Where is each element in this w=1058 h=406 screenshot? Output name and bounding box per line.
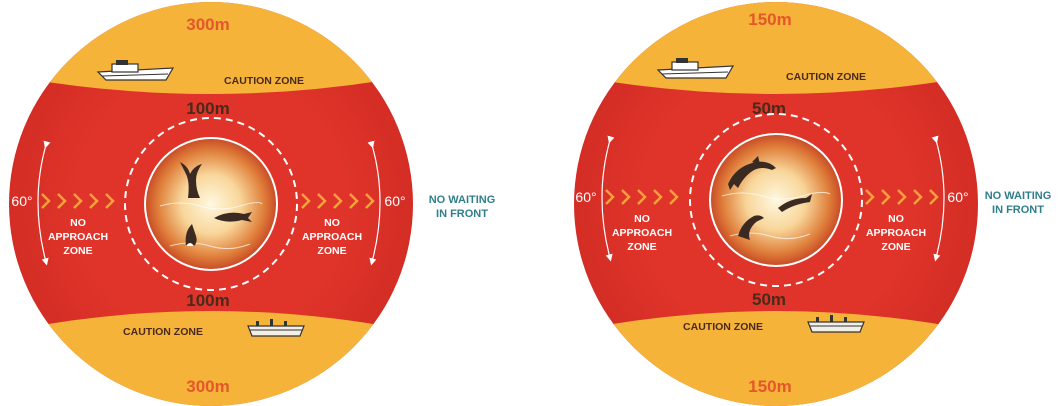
svg-text:NO: NO [634,213,650,225]
svg-text:APPROACH: APPROACH [866,227,926,239]
top-inner-distance: 50m [752,99,786,118]
svg-text:NO WAITING: NO WAITING [985,190,1052,202]
center-animal-zone [144,137,278,271]
caution-zone-bottom-label: CAUTION ZONE [123,326,203,338]
svg-text:APPROACH: APPROACH [302,231,362,243]
whale-tail-icon [180,162,202,198]
arrow-icon [367,140,381,266]
inner-dashed-ring [124,117,298,291]
no-approach-zone-left: NO APPROACH ZONE [48,217,108,257]
bottom-inner-distance: 50m [752,290,786,309]
svg-text:APPROACH: APPROACH [48,231,108,243]
right-angle-label: 60° [947,189,968,205]
svg-text:NO: NO [324,217,340,229]
dolphin-icon [738,215,764,240]
bottom-outer-distance: 300m [186,377,229,396]
top-outer-distance: 150m [748,10,791,29]
whale-icon [185,224,197,246]
boat-icon [96,60,175,81]
side-caption-right: NO WAITING IN FRONT [985,190,1052,216]
svg-text:ZONE: ZONE [881,241,910,253]
center-animal-zone [709,133,843,267]
caution-zone-top-label: CAUTION ZONE [786,71,866,83]
left-angle-label: 60° [11,193,32,209]
svg-text:ZONE: ZONE [317,245,346,257]
arrow-icon [931,135,945,262]
right-angle-label: 60° [384,193,405,209]
bottom-inner-distance: 100m [186,291,229,310]
left-angle-label: 60° [575,189,596,205]
top-outer-distance: 300m [186,15,229,34]
arrow-icon [37,140,51,266]
bottom-outer-distance: 150m [748,377,791,396]
boat-icon [656,58,735,79]
svg-text:IN FRONT: IN FRONT [992,204,1044,216]
ship-icon [247,319,305,337]
diagram-left: 300m 300m 100m 100m CAUTION ZONE CAUTION… [9,2,413,406]
svg-text:IN FRONT: IN FRONT [436,208,488,220]
svg-text:APPROACH: APPROACH [612,227,672,239]
svg-text:NO: NO [70,217,86,229]
chevron-icon [865,189,939,205]
svg-text:ZONE: ZONE [627,241,656,253]
diagram-right: 150m 150m 50m 50m CAUTION ZONE CAUTION Z… [574,2,978,406]
svg-text:ZONE: ZONE [63,245,92,257]
ship-icon [807,315,865,333]
no-approach-zone-right: NO APPROACH ZONE [302,217,362,257]
caution-zone-top-label: CAUTION ZONE [224,75,304,87]
top-inner-distance: 100m [186,99,229,118]
side-caption-left: NO WAITING IN FRONT [429,194,496,220]
no-approach-zone-left: NO APPROACH ZONE [612,213,672,253]
svg-text:NO WAITING: NO WAITING [429,194,496,206]
inner-dashed-ring [689,113,863,287]
caution-zone-bottom-label: CAUTION ZONE [683,321,763,333]
svg-text:NO: NO [888,213,904,225]
dolphin-icon [728,156,776,190]
dolphin-icon [778,194,812,212]
whale-icon [214,212,252,222]
arrow-icon [601,135,615,262]
no-approach-zone-right: NO APPROACH ZONE [866,213,926,253]
